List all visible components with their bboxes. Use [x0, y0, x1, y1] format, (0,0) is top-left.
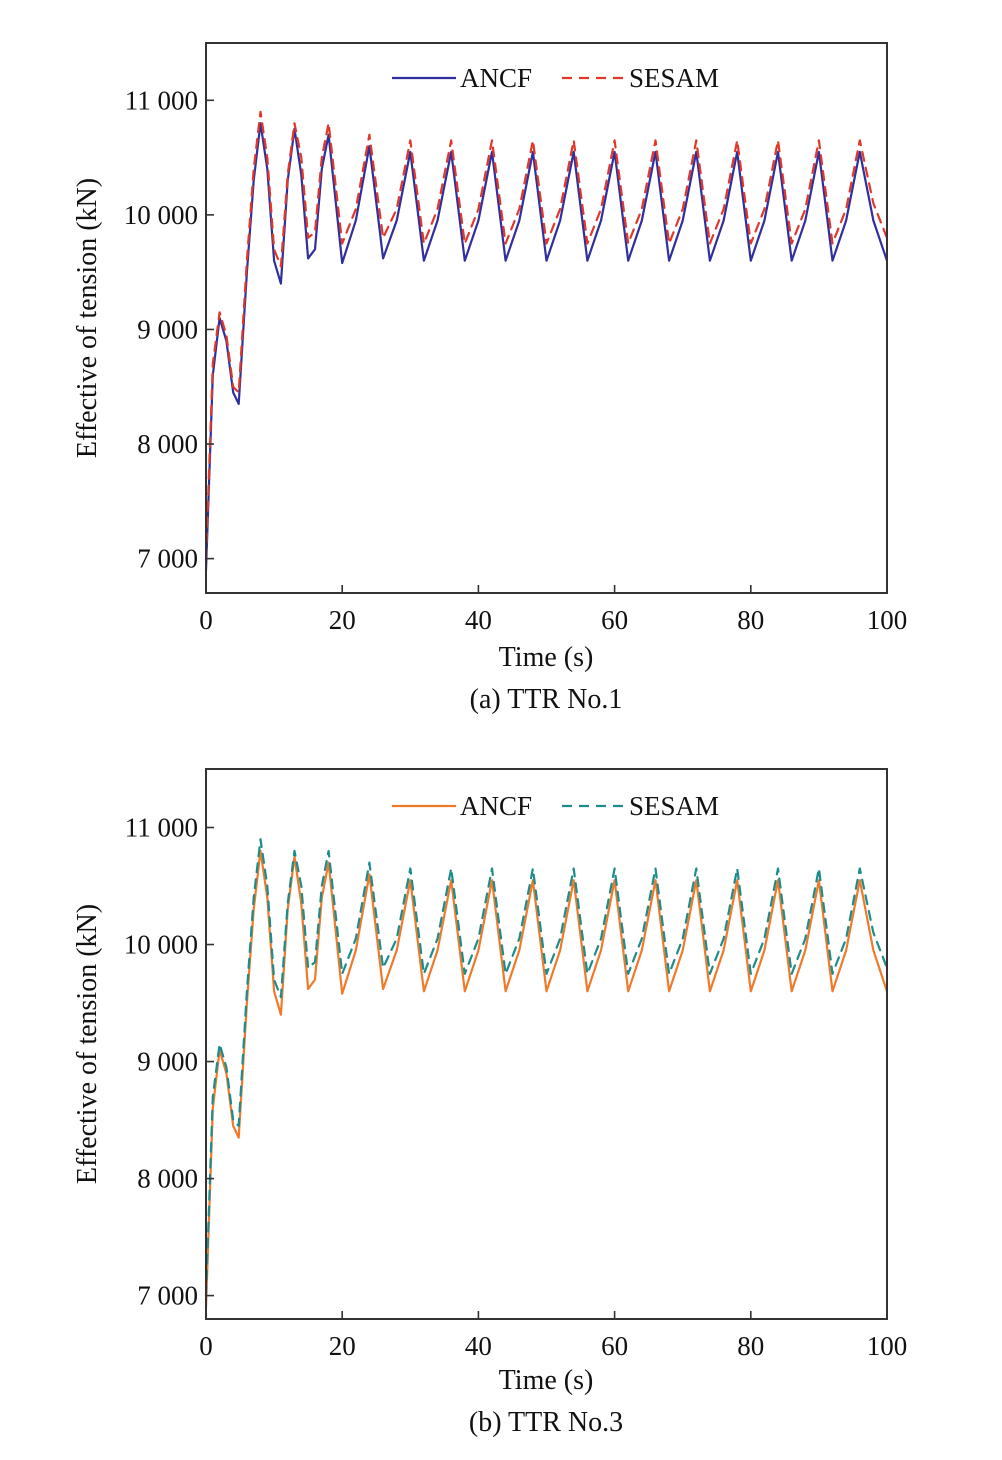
series-line-sesam [204, 838, 889, 1297]
plot-area-frame [205, 768, 888, 1320]
y-tick-label: 10 000 [124, 200, 198, 230]
x-tick-label: 0 [199, 1331, 213, 1361]
y-tick-label: 7 000 [137, 1281, 198, 1311]
plot-area-border [205, 42, 888, 594]
panel-caption: (b) TTR No.3 [469, 1407, 623, 1438]
x-tick-label: 60 [601, 1331, 628, 1361]
x-tick-label: 60 [601, 605, 628, 635]
legend-label-ancf: ANCF [460, 63, 532, 93]
x-tick-label: 40 [465, 1331, 492, 1361]
x-tick-label: 0 [199, 605, 213, 635]
x-tick-label: 20 [329, 605, 356, 635]
x-tick-label: 100 [867, 605, 908, 635]
x-tick-label: 20 [329, 1331, 356, 1361]
plot-area-frame [205, 42, 888, 594]
y-axis-title: Effective of tension (kN) [72, 904, 103, 1184]
series-line-ancf [204, 849, 889, 1309]
legend-label-ancf: ANCF [460, 791, 532, 821]
y-tick-label: 10 000 [124, 930, 198, 960]
y-axis-ticks: 7 000 8 000 9 000 10 000 11 000 [124, 813, 214, 1311]
legend: ANCF SESAM [392, 63, 719, 93]
legend: ANCF SESAM [392, 791, 719, 821]
chart-panel-a: 0 20 40 60 80 100 7 000 8 000 9 000 10 000 11 000… [72, 42, 907, 715]
legend-label-sesam: SESAM [629, 791, 719, 821]
x-axis-ticks: 0 20 40 60 80 100 [199, 585, 907, 635]
y-tick-label: 11 000 [125, 813, 198, 843]
series-line-sesam [204, 110, 889, 560]
y-tick-label: 7 000 [137, 544, 198, 574]
y-tick-label: 9 000 [137, 1047, 198, 1077]
plot-area-border [205, 768, 888, 1320]
y-axis-ticks: 7 000 8 000 9 000 10 000 11 000 [124, 85, 214, 574]
y-tick-label: 9 000 [137, 314, 198, 344]
series-layer [204, 110, 889, 572]
y-tick-label: 8 000 [137, 1164, 198, 1194]
x-axis-ticks: 0 20 40 60 80 100 [199, 1311, 907, 1361]
y-tick-label: 8 000 [137, 429, 198, 459]
x-tick-label: 100 [867, 1331, 908, 1361]
y-tick-label: 11 000 [125, 85, 198, 115]
y-axis-title: Effective of tension (kN) [72, 178, 103, 458]
legend-label-sesam: SESAM [629, 63, 719, 93]
series-line-ancf [204, 122, 889, 572]
x-tick-label: 40 [465, 605, 492, 635]
x-tick-label: 80 [737, 1331, 764, 1361]
x-axis-title: Time (s) [499, 1365, 594, 1396]
x-axis-title: Time (s) [499, 642, 594, 673]
series-layer [204, 838, 889, 1309]
x-tick-label: 80 [737, 605, 764, 635]
panel-caption: (a) TTR No.1 [470, 684, 623, 715]
chart-panel-b: 0 20 40 60 80 100 7 000 8 000 9 000 10 000 11 000… [72, 768, 907, 1438]
